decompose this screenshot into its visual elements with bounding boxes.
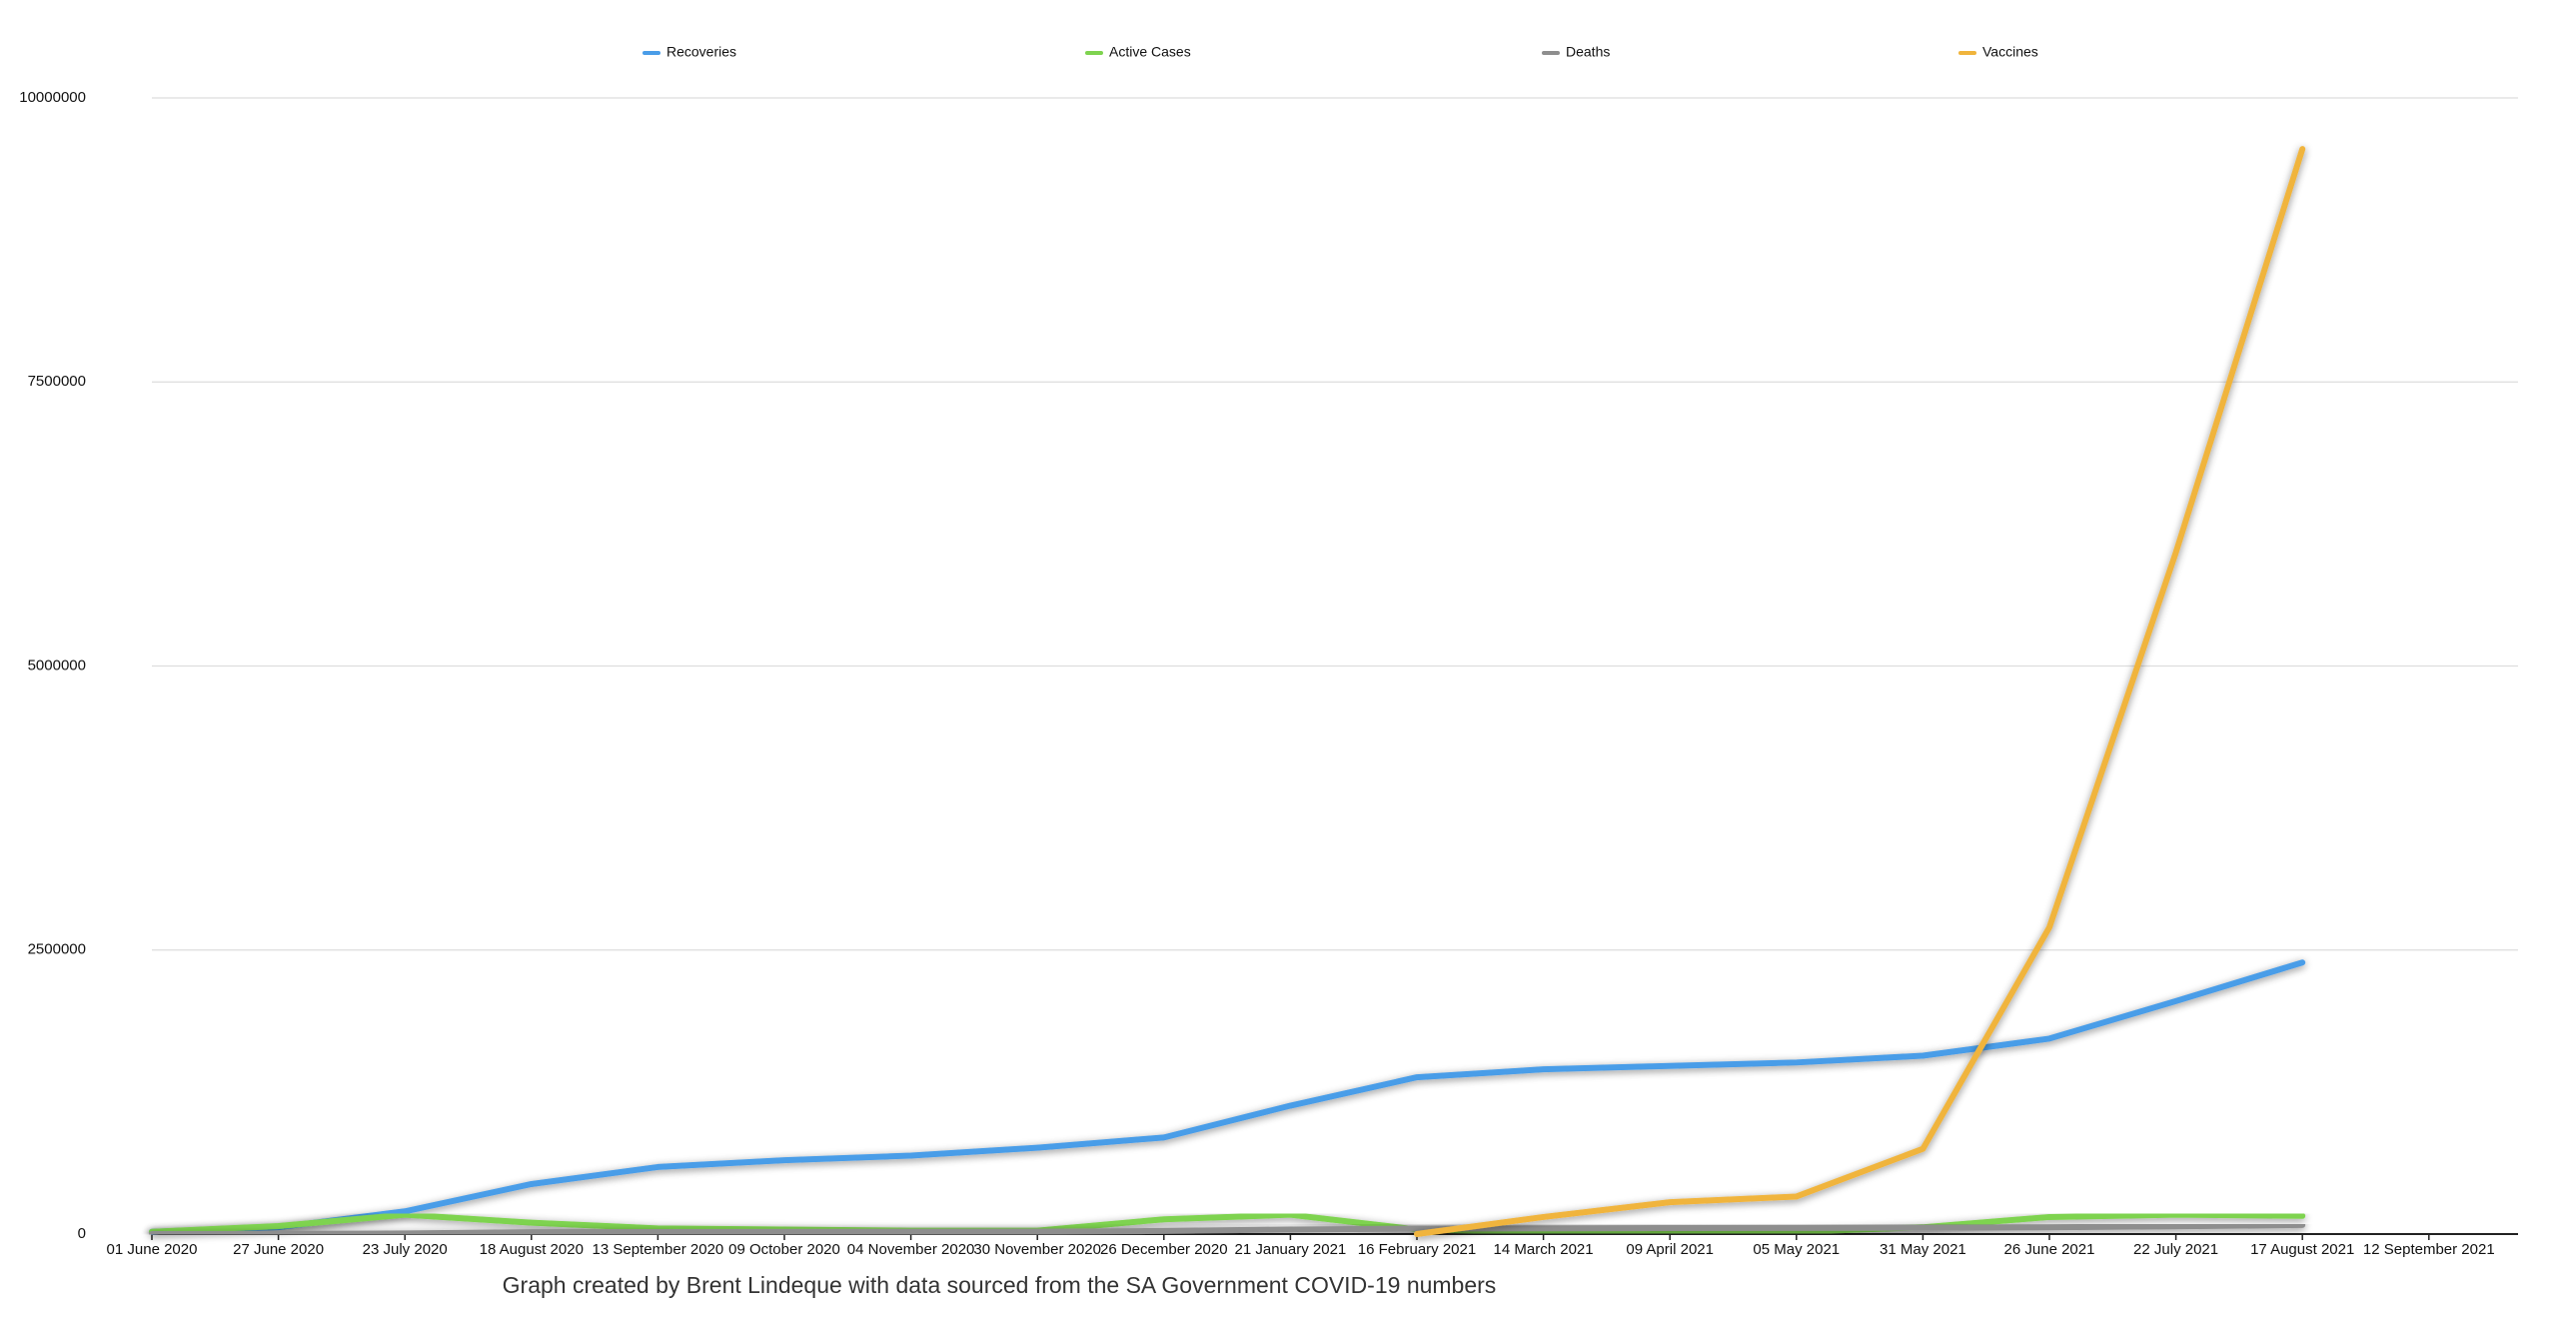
x-tick-label: 09 October 2020 bbox=[728, 1241, 840, 1258]
x-tick-label: 13 September 2020 bbox=[593, 1241, 724, 1258]
x-tick-label: 16 February 2021 bbox=[1358, 1241, 1476, 1258]
series-line bbox=[149, 959, 2306, 1235]
x-tick-label: 27 June 2020 bbox=[233, 1241, 324, 1258]
y-tick-label: 2500000 bbox=[28, 941, 86, 958]
y-tick-label: 10000000 bbox=[19, 89, 86, 106]
series-line bbox=[149, 1221, 2306, 1237]
legend-item: Vaccines bbox=[1958, 44, 2038, 60]
x-tick-label: 23 July 2020 bbox=[363, 1241, 448, 1258]
x-tick-label: 04 November 2020 bbox=[847, 1241, 975, 1258]
x-tick-label: 31 May 2021 bbox=[1880, 1241, 1966, 1258]
x-tick-label: 30 November 2020 bbox=[973, 1241, 1101, 1258]
y-tick-label: 0 bbox=[78, 1225, 86, 1242]
y-tick-label: 5000000 bbox=[28, 657, 86, 673]
series-line bbox=[1414, 146, 2306, 1237]
legend-item: Deaths bbox=[1542, 44, 1610, 60]
x-tick-label: 17 August 2021 bbox=[2250, 1241, 2354, 1258]
legend-item: Active Cases bbox=[1085, 44, 1191, 60]
x-tick-label: 18 August 2020 bbox=[480, 1241, 584, 1258]
legend-item: Recoveries bbox=[643, 44, 736, 60]
x-tick-label: 12 September 2021 bbox=[2363, 1241, 2495, 1258]
legend-label: Vaccines bbox=[1982, 44, 2038, 60]
x-tick-label: 26 December 2020 bbox=[1100, 1241, 1228, 1258]
x-tick-label: 09 April 2021 bbox=[1626, 1241, 1714, 1258]
x-tick-label: 26 June 2021 bbox=[2004, 1241, 2095, 1258]
x-tick-label: 05 May 2021 bbox=[1753, 1241, 1840, 1258]
y-tick-label: 7500000 bbox=[28, 373, 86, 390]
x-tick-label: 21 January 2021 bbox=[1235, 1241, 1347, 1258]
legend-label: Recoveries bbox=[666, 44, 736, 60]
legend-label: Active Cases bbox=[1109, 44, 1191, 60]
legend-label: Deaths bbox=[1566, 44, 1610, 60]
x-tick-label: 14 March 2021 bbox=[1494, 1241, 1594, 1258]
x-tick-label: 01 June 2020 bbox=[107, 1241, 198, 1258]
caption: Graph created by Brent Lindeque with dat… bbox=[503, 1272, 1497, 1298]
x-tick-label: 22 July 2021 bbox=[2133, 1241, 2218, 1258]
